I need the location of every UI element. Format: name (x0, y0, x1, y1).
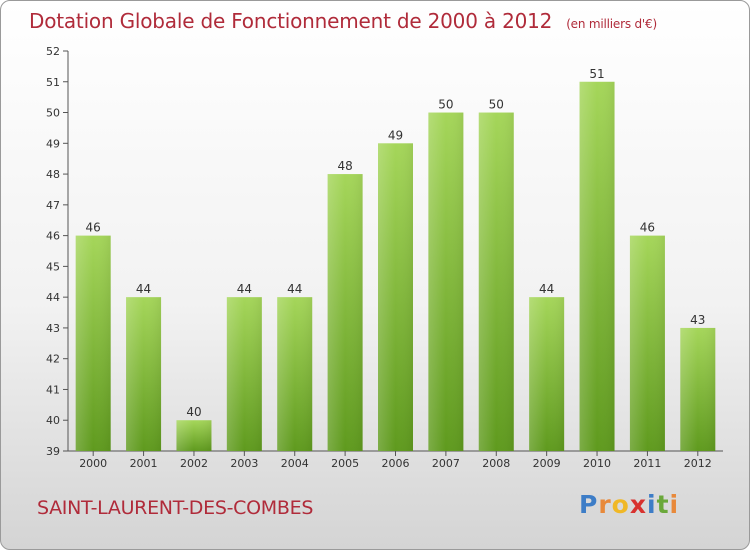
x-tick-label: 2009 (533, 457, 561, 470)
bar-shade (277, 297, 313, 451)
x-tick-label: 2011 (633, 457, 661, 470)
x-tick-label: 2003 (230, 457, 258, 470)
chart-title-text: Dotation Globale de Fonctionnement de 20… (29, 9, 553, 33)
bar-shade (226, 297, 262, 451)
y-tick-label: 41 (46, 383, 60, 396)
chart-title: Dotation Globale de Fonctionnement de 20… (29, 9, 657, 33)
commune-name: SAINT-LAURENT-DES-COMBES (37, 497, 314, 519)
y-tick-label: 39 (46, 445, 60, 458)
bar-shade (579, 81, 615, 452)
x-tick-label: 2012 (684, 457, 712, 470)
y-tick-label: 50 (46, 107, 60, 120)
bar-shade (378, 143, 413, 452)
bar-value-label: 50 (438, 98, 453, 112)
y-tick-label: 45 (46, 260, 60, 273)
bar-value-label: 44 (539, 282, 554, 296)
x-tick-label: 2008 (482, 457, 510, 470)
bar-value-label: 46 (640, 221, 655, 235)
y-tick-label: 44 (46, 291, 60, 304)
y-tick-label: 47 (46, 199, 60, 212)
bar-shade (629, 235, 665, 451)
bar-value-label: 44 (237, 282, 252, 296)
x-tick-label: 2001 (130, 457, 158, 470)
bar-shade (478, 112, 514, 452)
bars-group (75, 81, 716, 452)
logo-letter: x (629, 490, 647, 519)
bar-shade (126, 297, 162, 451)
bar-value-label: 50 (489, 98, 504, 112)
axes: 39 40 41 42 43 44 45 46 47 48 49 50 51 52 2000 2001 2002… (46, 45, 723, 470)
logo-letter: i (669, 490, 680, 519)
bar-value-label: 49 (388, 128, 403, 142)
y-tick-label: 49 (46, 137, 60, 150)
bar-value-label: 51 (589, 67, 604, 81)
y-tick-label: 46 (46, 230, 60, 243)
x-tick-label: 2006 (382, 457, 410, 470)
bar-shade (176, 420, 212, 451)
x-tick-label: 2002 (180, 457, 208, 470)
bar-value-label: 48 (337, 159, 352, 173)
proxiti-logo: Proxiti (579, 490, 679, 519)
bar-shade (529, 297, 565, 451)
y-tick-label: 52 (46, 45, 60, 58)
bar-value-label: 44 (136, 282, 151, 296)
bar-shade (680, 327, 716, 451)
logo-letter: P (579, 490, 599, 519)
chart-subtitle: (en milliers d'€) (566, 17, 657, 31)
bar-value-label: 46 (86, 221, 101, 235)
bar-shade (75, 235, 111, 451)
value-labels-group: 46 44 40 44 44 48 49 50 50 44 51 46 43 (86, 67, 706, 419)
logo-letter: r (598, 490, 612, 519)
y-tick-label: 48 (46, 168, 60, 181)
logo-letter: t (656, 490, 670, 519)
bar-shade (327, 174, 363, 452)
x-tick-label: 2000 (79, 457, 107, 470)
y-tick-label: 51 (46, 76, 60, 89)
x-tick-label: 2007 (432, 457, 460, 470)
y-tick-label: 43 (46, 322, 60, 335)
logo-letter: o (611, 490, 630, 519)
y-tick-label: 40 (46, 414, 60, 427)
bar-shade (428, 112, 464, 452)
x-tick-label: 2005 (331, 457, 359, 470)
x-tick-label: 2010 (583, 457, 611, 470)
bar-value-label: 43 (690, 313, 705, 327)
x-tick-label: 2004 (281, 457, 309, 470)
bar-value-label: 44 (287, 282, 302, 296)
bar-value-label: 40 (186, 405, 201, 419)
y-tick-label: 42 (46, 353, 60, 366)
logo-letter: i (647, 490, 657, 519)
